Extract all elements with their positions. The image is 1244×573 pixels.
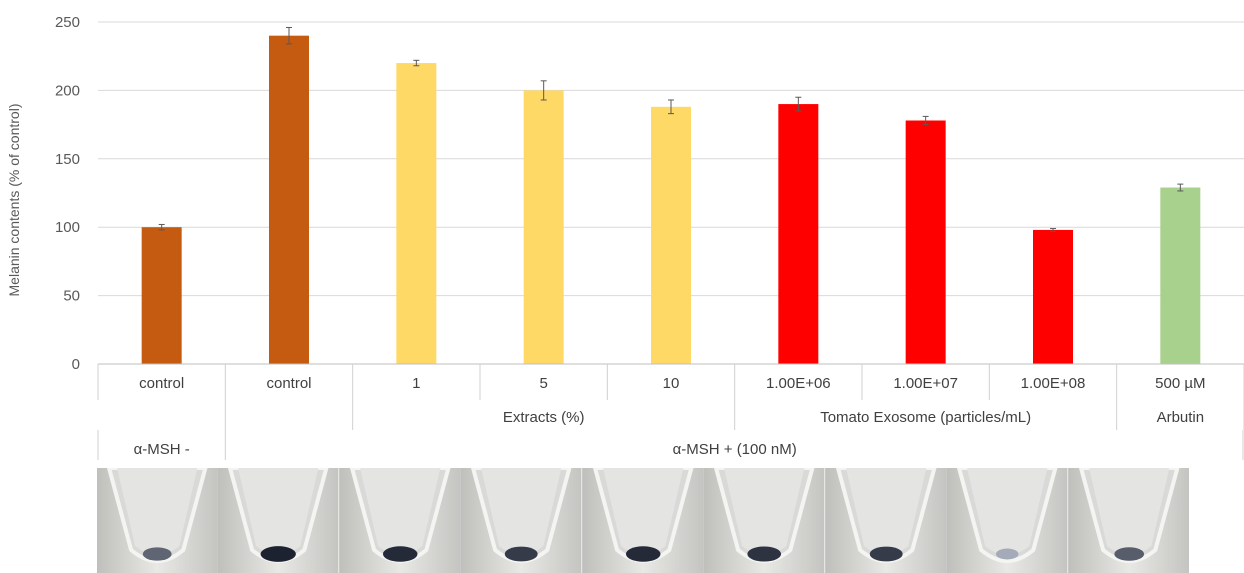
category-label: control [139, 375, 184, 392]
tube-photo-5 [582, 468, 705, 573]
bar-4 [523, 90, 564, 365]
y-tick-label: 200 [55, 82, 80, 99]
bar-3 [396, 63, 437, 364]
bar-9 [1160, 187, 1201, 364]
bars [141, 35, 1201, 365]
tube-photo-6 [704, 468, 826, 573]
bar-7 [905, 120, 946, 364]
treatment-label: α-MSH - [134, 441, 190, 458]
y-axis-label: Melanin contents (% of control) [6, 104, 22, 297]
melanin-bar-chart: 0 50 100 150 200 250 control control 1 5 10 1.00E+… [6, 14, 1244, 460]
y-tick-label: 50 [63, 288, 80, 305]
group-label: Arbutin [1157, 409, 1205, 426]
bar-8 [1033, 229, 1073, 364]
error-bar [795, 96, 802, 112]
tube-icon [97, 468, 218, 573]
treatment-label: α-MSH + (100 nM) [673, 441, 797, 458]
tube-photo-strip [97, 468, 1189, 573]
error-bar [1177, 183, 1184, 192]
bar-6 [778, 104, 819, 364]
tube-photo-8 [947, 468, 1069, 573]
tube-photo-3 [339, 468, 462, 573]
y-tick-label: 0 [72, 356, 80, 373]
category-label: control [266, 375, 311, 392]
category-label: 1.00E+06 [766, 375, 831, 392]
category-label: 5 [539, 375, 547, 392]
error-bar [1050, 228, 1056, 232]
y-tick-label: 150 [55, 151, 80, 168]
tube-icon [461, 468, 582, 573]
category-label: 10 [663, 375, 680, 392]
category-table: control control 1 5 10 1.00E+06 1.00E+07 1.00E+… [97, 363, 1244, 460]
error-bars [158, 26, 1184, 232]
category-label: 1 [412, 375, 420, 392]
bar-1 [141, 227, 182, 364]
error-bar [286, 26, 292, 45]
error-bar [158, 223, 165, 231]
tube-icon [825, 468, 947, 573]
error-bar [540, 80, 547, 101]
tube-icon [582, 468, 704, 573]
bar-5 [651, 106, 691, 364]
tube-icon [947, 468, 1068, 573]
y-axis-ticks: 0 50 100 150 200 250 [55, 14, 80, 373]
category-label: 1.00E+08 [1021, 375, 1086, 392]
error-bar [922, 115, 929, 126]
y-tick-label: 100 [55, 219, 80, 236]
tube-icon [218, 468, 339, 573]
error-bar [413, 59, 420, 67]
category-label: 500 µM [1155, 375, 1205, 392]
tube-icon [1068, 468, 1189, 573]
bar-2 [269, 35, 309, 365]
tube-icon [339, 468, 461, 573]
error-bar [668, 99, 674, 115]
y-tick-label: 250 [55, 14, 80, 31]
group-label: Extracts (%) [503, 409, 585, 426]
tube-photo-9 [1068, 468, 1189, 573]
tube-icon [704, 468, 825, 573]
category-label: 1.00E+07 [893, 375, 958, 392]
tube-photo-1 [97, 468, 219, 573]
tube-photo-7 [825, 468, 948, 573]
group-label: Tomato Exosome (particles/mL) [820, 409, 1031, 426]
tube-photo-2 [218, 468, 340, 573]
tube-photo-4 [461, 468, 583, 573]
